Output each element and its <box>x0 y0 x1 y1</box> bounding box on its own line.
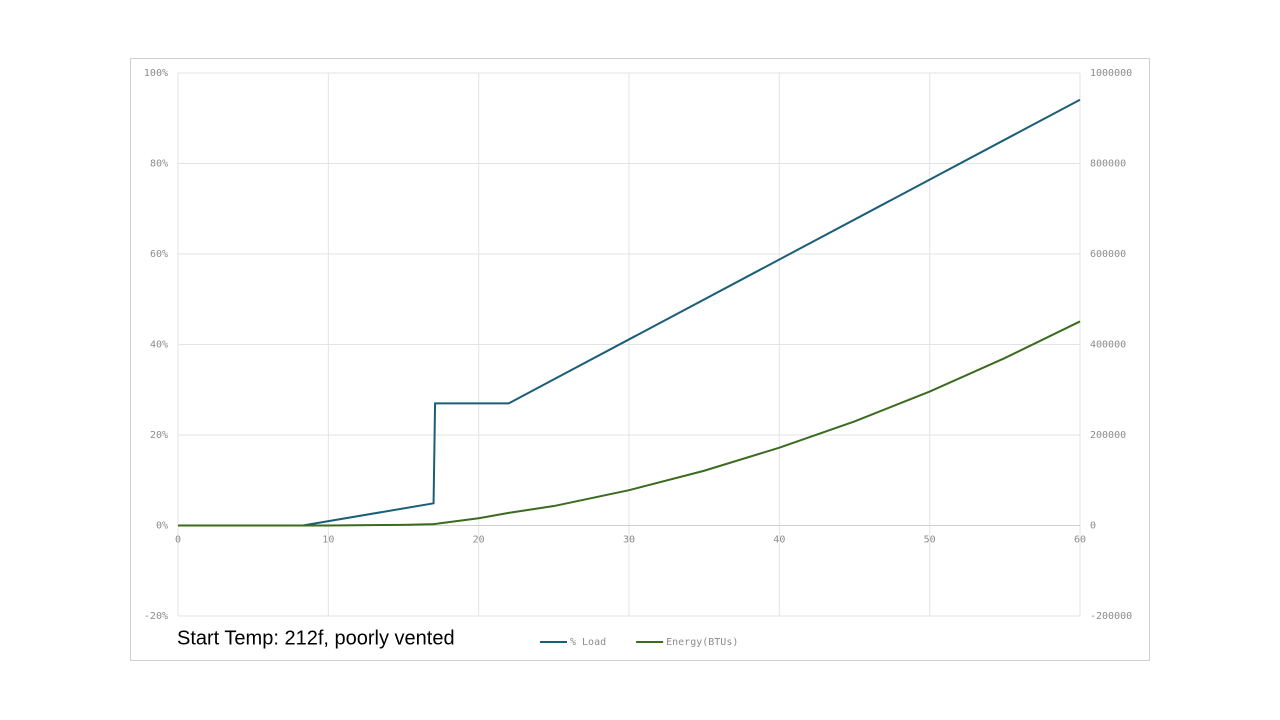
y-tick-label: 0% <box>156 521 168 532</box>
y2-tick-label: 0 <box>1090 521 1096 532</box>
y2-tick-label: 800000 <box>1090 159 1126 170</box>
y-tick-label: 60% <box>150 249 168 260</box>
series-line <box>178 320 1081 527</box>
y-tick-label: 80% <box>150 159 168 170</box>
x-tick-label: 10 <box>322 535 334 546</box>
chart-frame <box>130 58 1150 661</box>
y-tick-label: 100% <box>144 68 168 79</box>
x-tick-label: 50 <box>924 535 936 546</box>
y2-tick-label: 400000 <box>1090 340 1126 351</box>
x-tick-label: 20 <box>473 535 485 546</box>
y-tick-label: 40% <box>150 340 168 351</box>
x-tick-label: 30 <box>623 535 635 546</box>
x-tick-label: 40 <box>773 535 785 546</box>
x-tick-label: 60 <box>1074 535 1086 546</box>
y2-tick-label: 600000 <box>1090 249 1126 260</box>
y-tick-label: 20% <box>150 430 168 441</box>
y-tick-label: -20% <box>144 611 168 622</box>
annotation: Start Temp: 212f, poorly vented <box>177 627 455 649</box>
y2-tick-label: 200000 <box>1090 430 1126 441</box>
legend-label: % Load <box>570 637 606 648</box>
y2-tick-label: 1000000 <box>1090 68 1132 79</box>
x-tick-label: 0 <box>175 535 181 546</box>
legend-label: Energy(BTUs) <box>666 637 738 648</box>
y2-tick-label: -200000 <box>1090 611 1132 622</box>
